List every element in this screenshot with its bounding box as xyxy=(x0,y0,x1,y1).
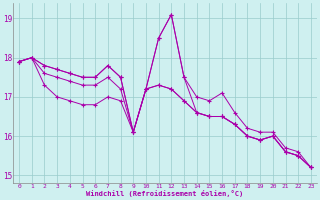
X-axis label: Windchill (Refroidissement éolien,°C): Windchill (Refroidissement éolien,°C) xyxy=(86,190,244,197)
